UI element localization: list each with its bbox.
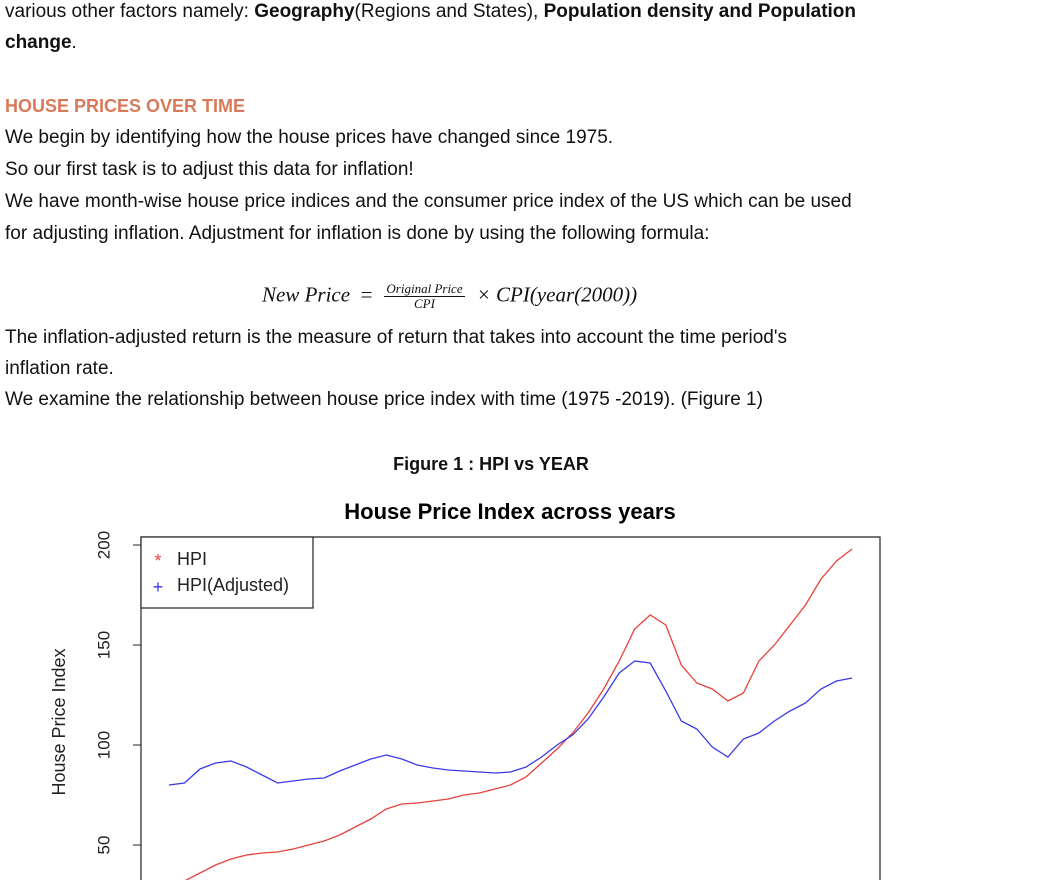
formula-equals: =	[360, 282, 373, 307]
plot-frame	[140, 536, 881, 880]
legend: * HPI + HPI(Adjusted)	[140, 536, 314, 609]
y-tick-label: 100	[94, 731, 113, 759]
bold-text: Geography	[254, 1, 355, 22]
y-tick-label: 50	[94, 836, 113, 855]
y-tick-label: 150	[94, 631, 113, 659]
series-line	[168, 660, 853, 786]
paragraph: inflation rate.	[5, 358, 114, 379]
formula-lhs: New Price	[262, 282, 351, 307]
paragraph: We examine the relationship between hous…	[5, 389, 763, 410]
paragraph: So our first task is to adjust this data…	[5, 159, 414, 180]
formula: New Price = Original Price CPI × CPI(year(2…	[262, 282, 637, 311]
legend-marker: +	[153, 577, 164, 597]
paragraph: The inflation-adjusted return is the mea…	[5, 327, 787, 348]
chart-title: House Price Index across years	[344, 499, 675, 524]
bold-text: change	[5, 32, 72, 53]
figure-caption: Figure 1 : HPI vs YEAR	[393, 454, 589, 474]
legend-label: HPI	[177, 549, 207, 569]
text: .	[71, 32, 77, 53]
paragraph: We begin by identifying how the house pr…	[5, 127, 614, 148]
denominator: CPI	[414, 296, 435, 311]
legend-marker: *	[154, 551, 161, 571]
y-tick-label: 200	[94, 531, 113, 559]
text: various other factors namely:	[5, 1, 255, 22]
fraction: Original Price CPI	[384, 281, 465, 311]
heading: HOUSE PRICES OVER TIME	[5, 96, 246, 116]
y-axis-label: House Price Index	[49, 648, 69, 795]
paragraph: for adjusting inflation. Adjustment for …	[5, 223, 710, 244]
series-line	[185, 548, 853, 880]
numerator: Original Price	[384, 281, 465, 297]
legend-label: HPI(Adjusted)	[177, 575, 289, 595]
legend-box	[140, 536, 314, 609]
intro: various other factors namely: Geography(…	[5, 0, 856, 24]
formula-rhs: × CPI(year(2000))	[476, 282, 638, 307]
text: (Regions and States),	[354, 1, 544, 22]
intro-end: change.	[5, 31, 77, 55]
paragraph: We have month-wise house price indices a…	[5, 191, 852, 212]
bold-text: Population density and Population	[543, 1, 857, 22]
